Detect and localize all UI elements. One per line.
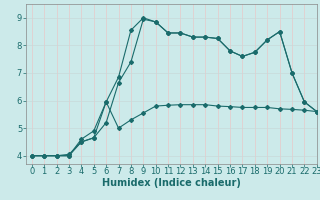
X-axis label: Humidex (Indice chaleur): Humidex (Indice chaleur): [102, 178, 241, 188]
